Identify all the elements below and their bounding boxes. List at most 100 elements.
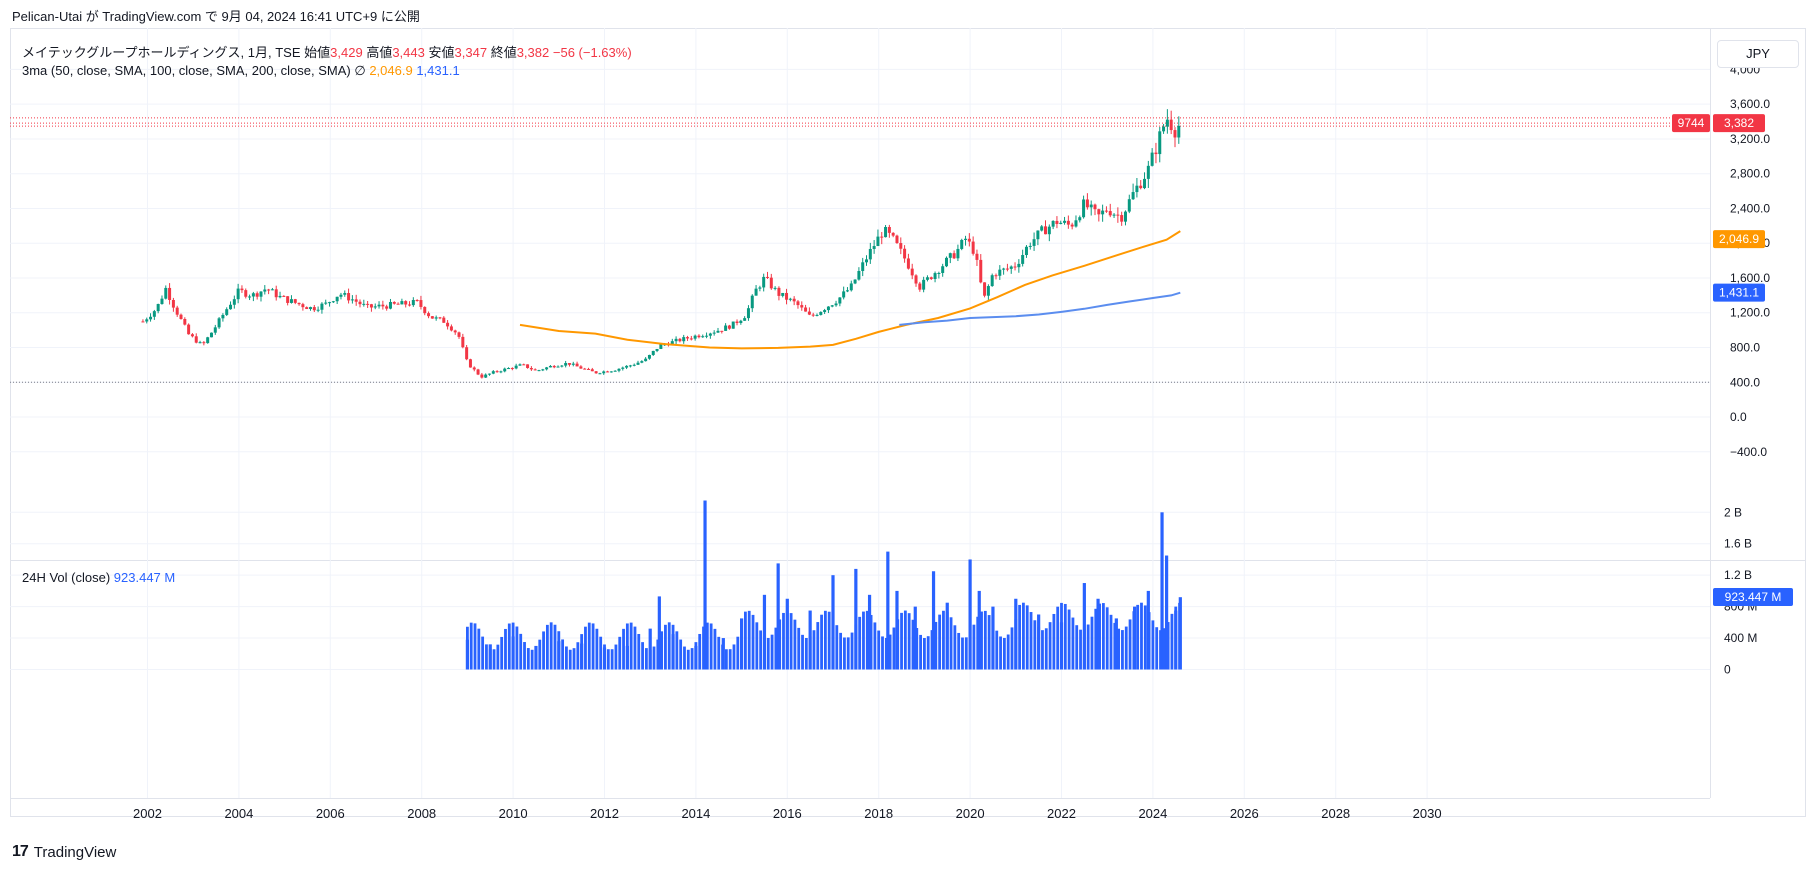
volume-bar [1101, 603, 1105, 670]
candle-body [564, 363, 568, 366]
candle-body [404, 301, 408, 305]
candle-body [1169, 119, 1173, 131]
candle-body [202, 342, 206, 344]
candle-body [754, 288, 758, 296]
volume-bar [511, 622, 515, 670]
volume-bar [485, 644, 488, 670]
candle-body [369, 304, 373, 308]
volume-bar [896, 619, 900, 670]
time-tick-label: 2008 [407, 806, 436, 821]
candle-body [1047, 226, 1051, 235]
volume-bar [987, 615, 991, 670]
volume-bar [850, 632, 854, 670]
candles [141, 109, 1181, 379]
candle-body [1066, 220, 1070, 225]
candle-body [1082, 199, 1086, 218]
price-tick-label: 1,200.0 [1730, 306, 1770, 320]
candle-body [971, 241, 975, 254]
candle-body [350, 299, 354, 301]
time-tick-label: 2010 [499, 806, 528, 821]
volume-bar [473, 623, 477, 670]
volume-bar [721, 644, 724, 670]
candle-body [1112, 214, 1116, 216]
ma100-badge-bg [1713, 230, 1765, 249]
volume-bar [1166, 622, 1170, 670]
volume-bar [938, 614, 942, 670]
symbol-legend[interactable]: メイテックグループホールディングス, 1月, TSE 始値3,429 高値3,4… [22, 42, 632, 61]
volume-bar [915, 628, 919, 670]
candle-body [906, 258, 910, 269]
candle-body [446, 322, 450, 327]
candle-body [347, 293, 351, 301]
candle-body [480, 374, 484, 378]
volume-bar [931, 571, 936, 670]
volume-bar [862, 611, 865, 670]
candle-body [377, 304, 381, 307]
time-axis[interactable]: 2002 2004 2006 2008 2010 2012 2014 2016 2018 2020… [133, 806, 1442, 821]
candle-body [602, 371, 606, 374]
chart-frame [10, 28, 1806, 817]
volume-bar [1048, 622, 1052, 670]
candle-body [229, 304, 233, 310]
candle-body [735, 321, 739, 323]
volume-bar [854, 624, 858, 670]
volume-bar [858, 616, 862, 670]
time-tick-label: 2020 [956, 806, 985, 821]
volume-bar [664, 624, 667, 670]
candle-body [457, 332, 461, 337]
volume-bar [839, 632, 843, 670]
candle-body [788, 298, 792, 300]
volume-bar [1075, 625, 1079, 670]
footer-brand[interactable]: 17 TradingView [12, 843, 116, 861]
volume-bar [534, 646, 538, 670]
candle-body [400, 301, 404, 305]
candle-body [746, 308, 750, 319]
volume-bar [972, 624, 976, 670]
candle-body [168, 287, 172, 300]
candle-body [225, 309, 229, 315]
candle-body [179, 314, 183, 319]
candle-body [861, 262, 865, 271]
volume-bar [713, 628, 717, 670]
candle-body [522, 364, 526, 366]
candle-body [236, 288, 240, 300]
volume-bar [1121, 630, 1124, 670]
price-axis[interactable]: −400.00.0400.0800.01,200.01,600.02,000.0… [1730, 62, 1770, 458]
candle-body [556, 366, 560, 368]
volume-bar [877, 630, 881, 670]
high-label: 高値 [366, 45, 393, 60]
candle-body [1158, 131, 1162, 155]
candle-body [571, 363, 575, 365]
ma-legend[interactable]: 3ma (50, close, SMA, 100, close, SMA, 20… [22, 63, 460, 79]
volume-bar [770, 634, 774, 670]
candle-body [541, 369, 545, 371]
candle-body [289, 299, 293, 303]
candle-body [937, 272, 941, 274]
volume-bar [606, 649, 610, 670]
candle-body [499, 371, 503, 373]
volume-bar [886, 551, 890, 670]
volume-bar [873, 622, 877, 670]
candle-body [853, 279, 857, 284]
volume-bar [568, 649, 572, 670]
volume-bar [1098, 603, 1101, 670]
time-tick-label: 2002 [133, 806, 162, 821]
candle-body [975, 253, 979, 260]
currency-button[interactable]: JPY [1717, 40, 1799, 68]
volume-legend[interactable]: 24H Vol (close) 923.447 M [22, 570, 175, 585]
candle-body [651, 350, 655, 355]
volume-bar [907, 613, 911, 670]
volume-bar [717, 636, 721, 670]
candle-body [293, 299, 297, 303]
candle-body [632, 364, 636, 366]
candle-body [1101, 210, 1105, 215]
volume-bar [671, 624, 675, 670]
volume-bar [637, 633, 641, 670]
candle-body [487, 373, 491, 375]
volume-bar [580, 634, 584, 670]
volume-bar [683, 646, 686, 670]
volume-bar [703, 500, 707, 670]
candle-body [190, 334, 194, 337]
